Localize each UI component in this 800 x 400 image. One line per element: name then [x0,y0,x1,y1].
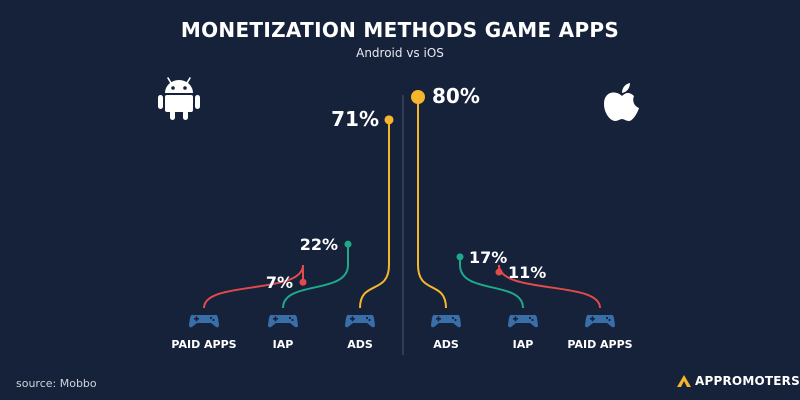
android-ads-dot [384,115,394,125]
android-iap-line [282,244,349,309]
source-note: source: Mobbo [16,377,97,390]
ios-paid-apps-gamepad-icon [585,314,615,328]
android-iap-gamepad-icon [268,314,298,328]
android-paid-apps-category-label: PAID APPS [171,338,236,351]
ios-ads-dot [411,90,425,104]
android-paid-apps-gamepad-icon [189,314,219,328]
android-ads-category-label: ADS [347,338,373,351]
ios-paid-apps-dot [495,268,503,276]
android-ads-line [359,119,390,309]
ios-iap-dot [456,253,464,261]
apple-icon [604,83,639,121]
brand-name: APPROMOTERS [695,374,800,388]
ios-iap-value-label: 17% [469,248,507,267]
ios-ads-category-label: ADS [433,338,459,351]
chart-subtitle: Android vs iOS [356,46,444,60]
android-iap-category-label: IAP [273,338,294,351]
chart-title: MONETIZATION METHODS GAME APPS [180,18,620,42]
android-iap-value-label: 22% [300,235,338,254]
appromoters-logo-icon [677,375,691,387]
android-ads-gamepad-icon [345,314,375,328]
android-paid-apps-value-label: 7% [266,273,293,292]
android-iap-dot [344,240,352,248]
ios-ads-value-label: 80% [432,84,480,108]
android-paid-apps-dot [299,278,307,286]
ios-paid-apps-value-label: 11% [508,263,546,282]
ios-iap-category-label: IAP [513,338,534,351]
android-icon [158,77,200,120]
brand-logo: APPROMOTERS [676,374,800,388]
ios-ads-line [417,97,447,309]
ios-iap-gamepad-icon [508,314,538,328]
android-paid-apps-line [203,264,304,309]
ios-iap-line [459,256,524,309]
ios-paid-apps-category-label: PAID APPS [567,338,632,351]
ios-ads-gamepad-icon [431,314,461,328]
android-ads-value-label: 71% [331,107,379,131]
